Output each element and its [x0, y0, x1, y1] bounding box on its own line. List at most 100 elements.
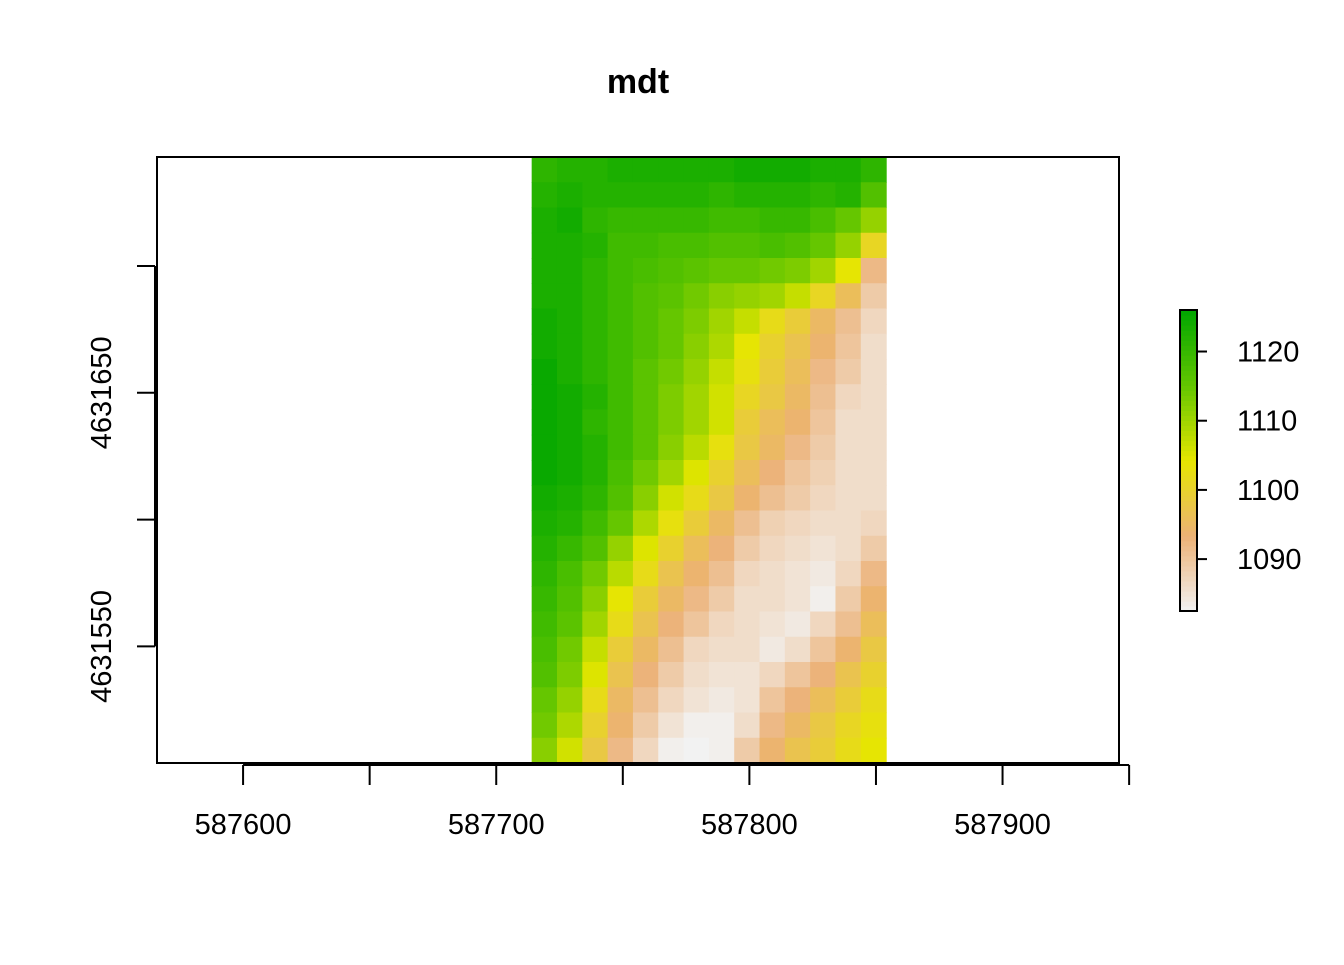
raster-cell [860, 333, 887, 360]
raster-cell [632, 485, 659, 512]
raster-cell [683, 611, 710, 638]
legend-swatch [1180, 355, 1197, 361]
raster-cell [658, 662, 685, 688]
legend-swatch [1180, 510, 1197, 517]
raster-cell [708, 561, 735, 587]
raster-cell [632, 384, 659, 411]
raster-cell [784, 283, 811, 310]
raster-cell [658, 611, 685, 638]
raster-cell [708, 207, 735, 234]
raster-cell [531, 636, 558, 663]
y-axis: 4631550 4631650 [86, 265, 156, 703]
x-tick-label: 587700 [448, 809, 545, 841]
raster-cell [860, 409, 887, 436]
raster-cell [708, 586, 735, 613]
raster-cell [582, 258, 609, 284]
raster-cell [607, 611, 634, 638]
raster-cell [607, 258, 634, 284]
raster-cell [759, 712, 786, 739]
raster-cell [734, 460, 761, 486]
raster-cell [708, 460, 735, 486]
raster-cell [683, 232, 710, 259]
legend-swatch [1180, 575, 1197, 582]
raster-cell [683, 561, 710, 587]
raster-cell [835, 258, 862, 284]
raster-cell [734, 485, 761, 512]
raster-cell [607, 687, 634, 714]
raster-cell [810, 535, 837, 562]
raster-cell [632, 232, 659, 259]
raster-cell [759, 207, 786, 234]
legend-swatch [1180, 470, 1197, 477]
legend-swatch [1180, 345, 1197, 351]
raster-cell [835, 434, 862, 461]
raster-cell [810, 258, 837, 284]
raster-cell [607, 636, 634, 663]
raster-cell [683, 434, 710, 461]
raster-cell [784, 586, 811, 613]
legend-swatch [1180, 590, 1197, 597]
raster-cell [835, 485, 862, 512]
raster-cell [734, 182, 761, 209]
raster-cell [860, 258, 887, 284]
raster-cell [784, 232, 811, 259]
raster-cell [632, 561, 659, 587]
raster-cell [860, 207, 887, 234]
raster-cell [784, 434, 811, 461]
raster-cell [607, 283, 634, 310]
raster-cell [784, 409, 811, 436]
raster-cell [734, 510, 761, 537]
raster-cell [531, 712, 558, 739]
raster-cell [632, 283, 659, 310]
raster-cell [784, 510, 811, 537]
raster-cell [582, 409, 609, 436]
legend-swatch [1180, 500, 1197, 507]
raster-cell [860, 636, 887, 663]
legend-swatch [1180, 445, 1197, 452]
raster-cell [810, 434, 837, 461]
raster-cell [734, 207, 761, 234]
raster-cell [556, 283, 583, 310]
raster-cell [582, 207, 609, 234]
raster-cell [607, 510, 634, 537]
raster-cell [632, 712, 659, 739]
raster-cell [582, 510, 609, 537]
legend-swatch [1180, 410, 1197, 416]
raster-cell [632, 687, 659, 714]
raster-cell [556, 737, 583, 764]
legend-swatch [1180, 580, 1197, 587]
raster-cell [658, 258, 685, 284]
raster-cell [759, 510, 786, 537]
raster-cell [556, 636, 583, 663]
raster-cell [531, 409, 558, 436]
raster-cell [835, 535, 862, 562]
raster-cell [810, 636, 837, 663]
raster-cell [734, 586, 761, 613]
raster-cell [582, 687, 609, 714]
raster-cell [759, 308, 786, 335]
raster-cell [759, 485, 786, 512]
raster-cell [835, 662, 862, 688]
raster-cell [658, 561, 685, 587]
raster-cell [784, 687, 811, 714]
raster-cell [708, 258, 735, 284]
legend-swatch [1180, 600, 1197, 607]
raster-cell [708, 283, 735, 310]
raster-cell [632, 662, 659, 688]
raster-cell [708, 611, 735, 638]
raster-cell [658, 359, 685, 385]
raster-cell [759, 460, 786, 486]
raster-cell [708, 485, 735, 512]
raster-cell [658, 333, 685, 360]
raster-cell [632, 636, 659, 663]
raster-cell [708, 737, 735, 764]
raster-cell [734, 157, 761, 183]
raster-cell [556, 359, 583, 385]
raster-cell [632, 258, 659, 284]
raster-cell [531, 384, 558, 411]
legend-swatch [1180, 325, 1197, 331]
raster-cell [683, 409, 710, 436]
raster-cell [835, 611, 862, 638]
raster-cell [632, 207, 659, 234]
raster-cell [556, 460, 583, 486]
